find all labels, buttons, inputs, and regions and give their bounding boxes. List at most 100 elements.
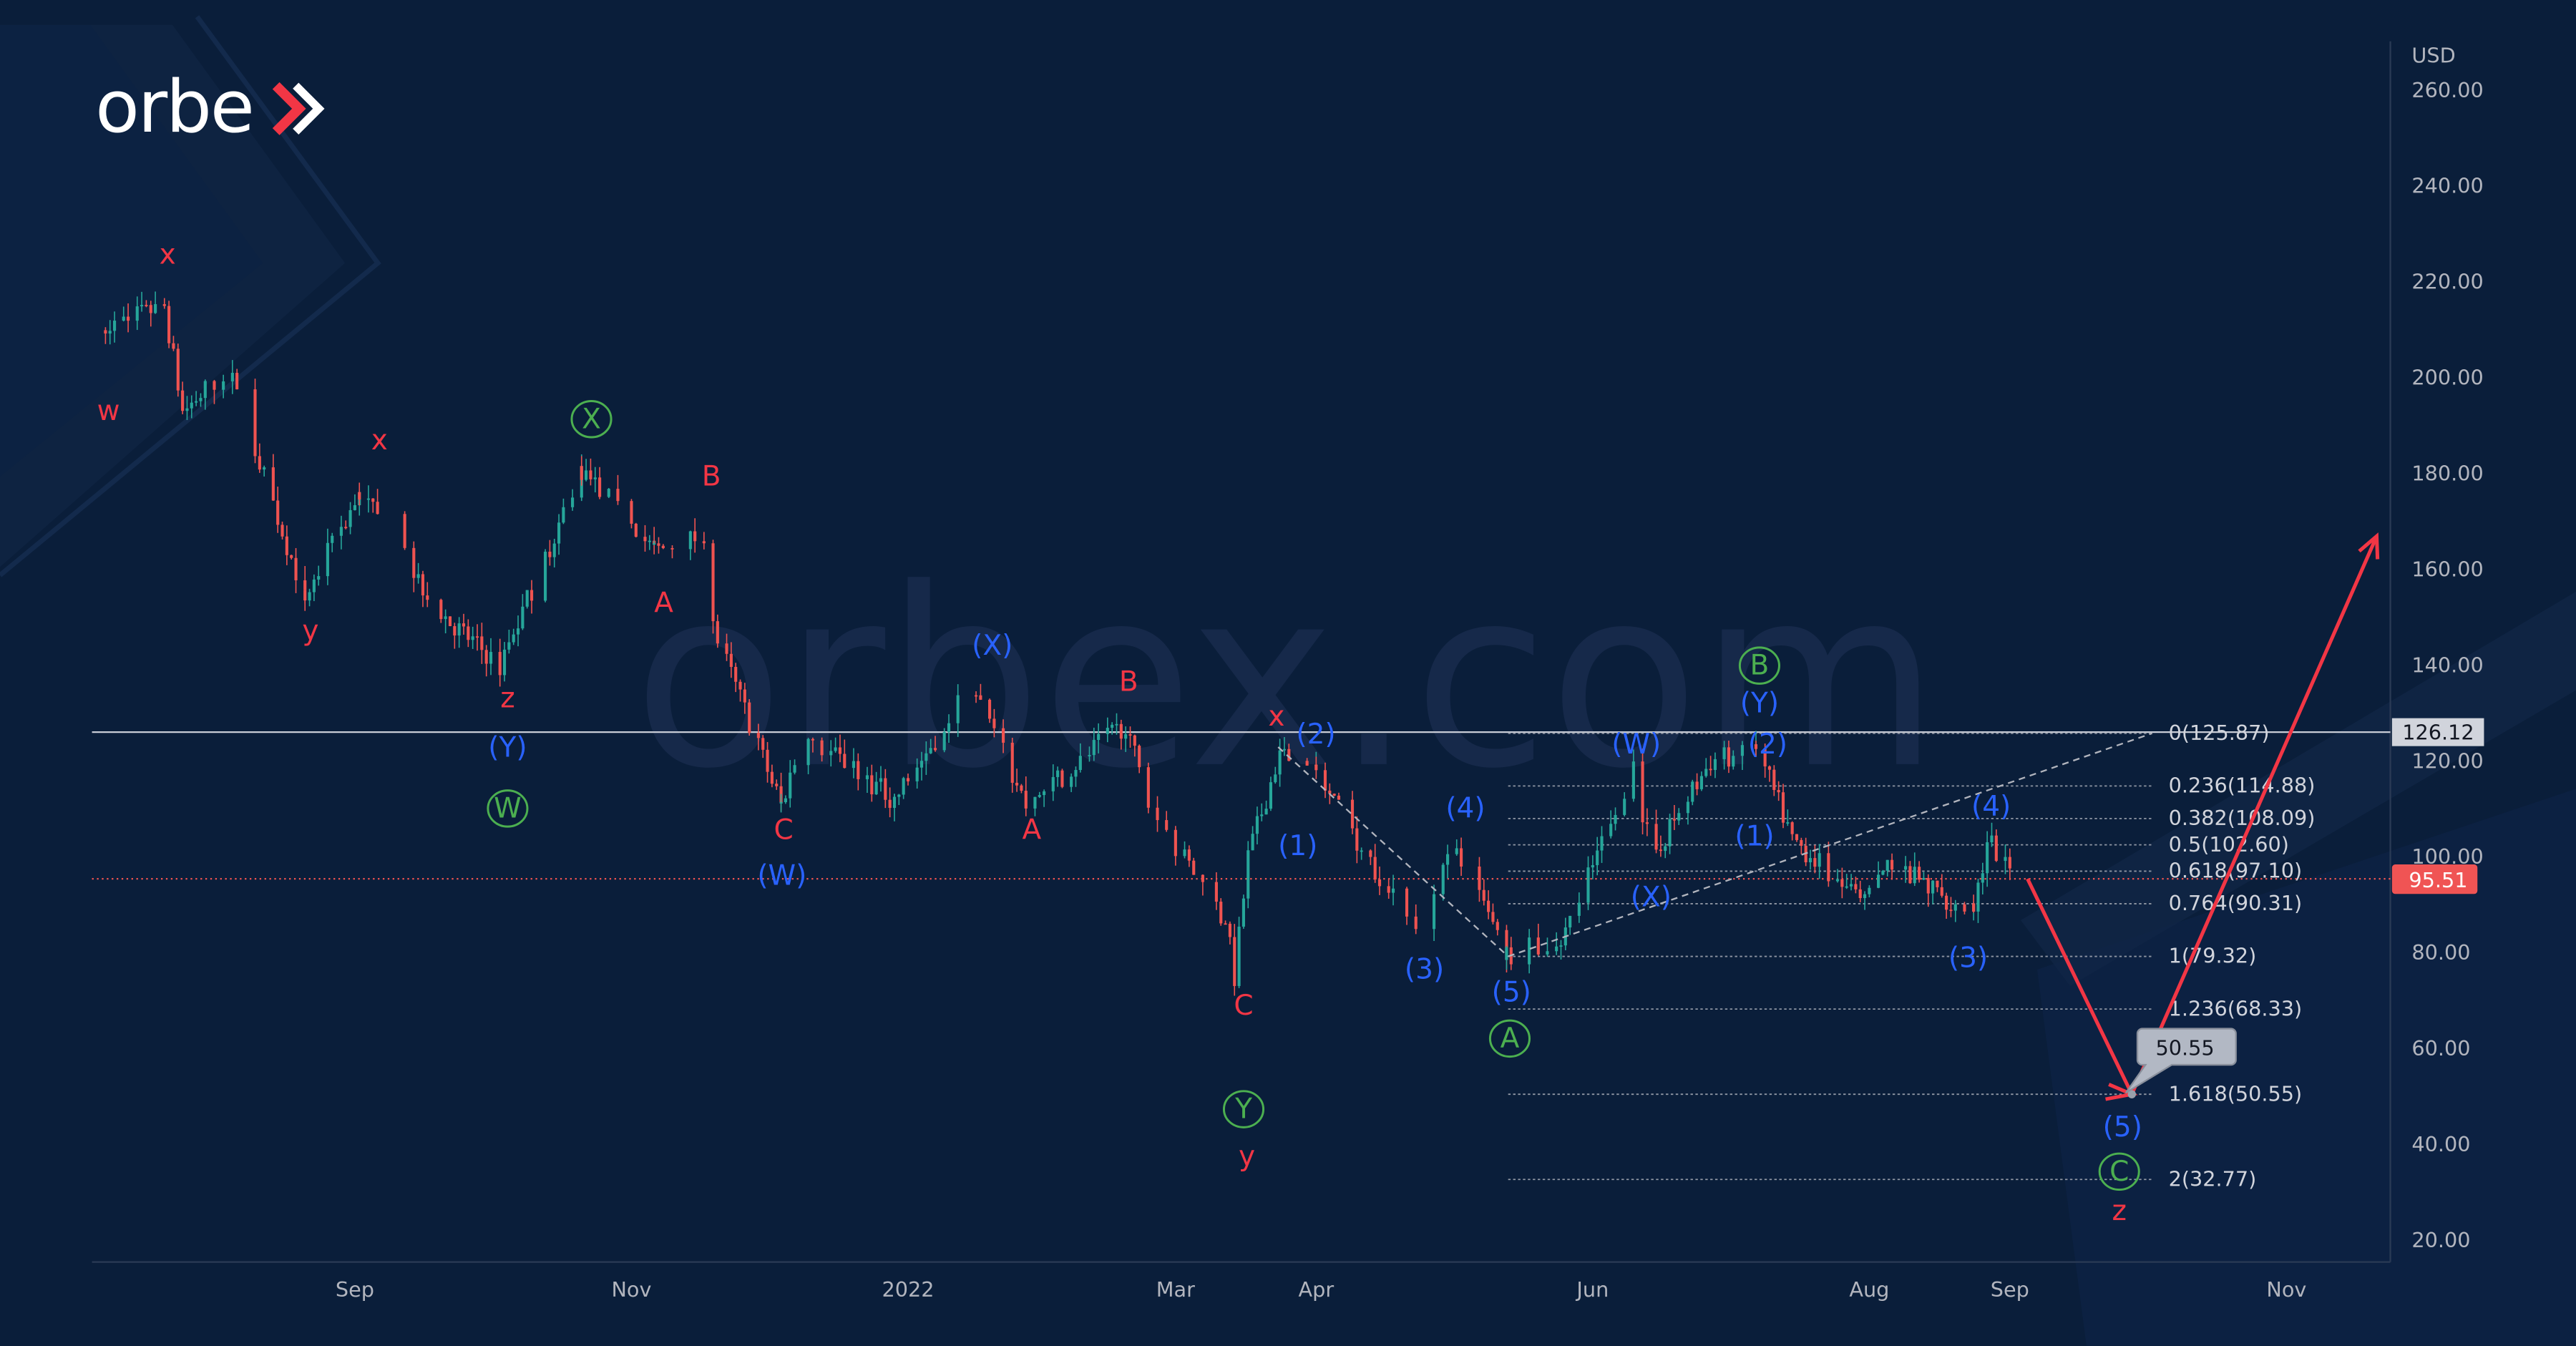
candle-body <box>199 398 203 401</box>
candle-body <box>1808 858 1813 863</box>
y-tick-label: 40.00 <box>2411 1132 2470 1156</box>
wave-label: A <box>1501 1023 1520 1055</box>
candle-body <box>294 557 298 580</box>
candle-body <box>892 796 897 805</box>
candle-body <box>271 467 275 501</box>
candle-body <box>371 498 375 502</box>
watermark: orbex.com <box>633 536 1939 823</box>
candle-body <box>1609 824 1613 837</box>
candle-body <box>1555 946 1558 952</box>
candle-body <box>462 623 466 627</box>
candle-body <box>1414 916 1418 930</box>
candle-body <box>512 634 515 643</box>
candle-body <box>502 649 507 676</box>
wave-circle <box>2098 1152 2140 1191</box>
candle-body <box>1645 822 1649 824</box>
candle-body <box>748 702 751 733</box>
candle-body <box>1156 807 1159 821</box>
candle-body <box>1835 879 1840 882</box>
candle-body <box>1904 866 1908 870</box>
candle-body <box>834 747 837 751</box>
candle-body <box>1038 795 1041 797</box>
candle-body <box>1528 937 1531 965</box>
candle-body <box>2004 857 2007 862</box>
candle-body <box>716 621 719 644</box>
candle-body <box>1913 867 1916 884</box>
candle-body <box>653 543 656 545</box>
candle-body <box>789 772 792 799</box>
candle-body <box>1986 842 1989 874</box>
candle-body <box>929 748 932 754</box>
candle-body <box>1990 835 1994 843</box>
wave-label: (X) <box>972 630 1013 662</box>
candle-body <box>738 681 742 690</box>
candle-body <box>1051 776 1055 791</box>
candle-body <box>947 723 951 733</box>
dashed-line <box>1508 732 2153 957</box>
candle-body <box>648 540 651 542</box>
candle-body <box>149 305 152 313</box>
candle-body <box>571 497 575 507</box>
svg-text:orbe: orbe <box>95 64 253 149</box>
candle-body <box>1976 882 1980 912</box>
candle-body <box>820 740 824 756</box>
candle-body <box>1487 900 1491 912</box>
x-tick-label: Nov <box>611 1277 651 1302</box>
candle-body <box>1002 728 1005 743</box>
candle-body <box>1360 850 1363 852</box>
candle-body <box>525 590 529 607</box>
candle-body <box>1251 834 1254 851</box>
x-tick-label: Sep <box>336 1277 374 1302</box>
last-price-tag: 95.51 <box>2409 868 2467 892</box>
candle-body <box>1219 902 1223 924</box>
axes: USD <box>92 41 2456 1263</box>
y-tick-label: 140.00 <box>2411 653 2483 677</box>
candle-body <box>303 580 307 590</box>
wave-label: (2) <box>1296 718 1335 751</box>
candle-body <box>2008 857 2011 869</box>
wave-label: B <box>1750 650 1770 682</box>
candle-body <box>1790 830 1794 834</box>
x-tick-label: Nov <box>2266 1277 2306 1302</box>
x-axis-ticks: Sep Nov 2022 Mar Apr Jun Aug Sep Nov <box>336 1277 2306 1302</box>
candle-body <box>593 477 597 479</box>
candle-body <box>1945 895 1948 910</box>
candle-body <box>457 623 461 636</box>
candle-body <box>1070 776 1073 787</box>
candle-body <box>1460 848 1463 867</box>
candle-body <box>1092 740 1096 756</box>
y-tick-label: 220.00 <box>2411 270 2483 294</box>
candle-body <box>793 765 796 773</box>
level-tag: 126.12 <box>2402 720 2474 744</box>
wave-label: W <box>494 792 522 824</box>
candle-body <box>113 321 117 331</box>
candle-body <box>154 304 157 313</box>
candle-body <box>1922 877 1926 880</box>
candle-body <box>1214 882 1218 902</box>
candle-body <box>507 642 511 650</box>
candle-body <box>258 456 261 470</box>
candle-body <box>1246 850 1250 899</box>
candle-body <box>195 401 198 403</box>
candle-body <box>172 343 175 349</box>
candle-body <box>1800 839 1803 846</box>
candle-body <box>1478 866 1481 890</box>
candle-body <box>1781 792 1785 823</box>
wave-label: A <box>1022 814 1041 846</box>
candle-body <box>729 653 733 667</box>
candle-body <box>1278 750 1282 775</box>
candle-body <box>589 470 592 479</box>
y-tick-label: 200.00 <box>2411 366 2483 390</box>
candle-body <box>879 778 883 782</box>
candle-body <box>1972 903 1976 912</box>
candle-body <box>1455 848 1458 854</box>
candle-body <box>366 498 370 500</box>
candle-body <box>870 775 874 795</box>
wave-label: (5) <box>1492 977 1531 1009</box>
candle-body <box>190 402 193 409</box>
candle-body <box>353 504 356 510</box>
candle-body <box>688 531 692 550</box>
candle-body <box>317 576 321 580</box>
candle-body <box>1763 748 1767 767</box>
candle-body <box>181 390 185 411</box>
